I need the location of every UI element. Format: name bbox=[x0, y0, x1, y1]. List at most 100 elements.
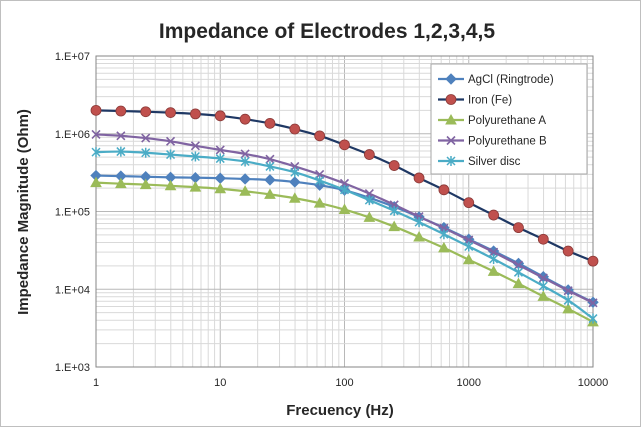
y-tick-label: 1.E+04 bbox=[55, 284, 90, 296]
y-tick-label: 1.E+06 bbox=[55, 129, 90, 141]
data-point bbox=[239, 113, 251, 125]
data-point bbox=[315, 175, 325, 186]
data-point bbox=[489, 247, 499, 257]
y-tick-label: 1.E+03 bbox=[55, 362, 90, 374]
data-point bbox=[314, 130, 326, 142]
data-point bbox=[165, 107, 176, 119]
y-axis-title: Impedance Magnitude (Ohm) bbox=[15, 109, 32, 315]
data-point bbox=[512, 277, 525, 289]
x-tick-label: 10 bbox=[214, 377, 226, 389]
data-point bbox=[164, 179, 177, 191]
data-point bbox=[588, 298, 598, 308]
data-point bbox=[116, 146, 126, 157]
data-point bbox=[339, 184, 350, 195]
data-point bbox=[166, 149, 176, 160]
data-point bbox=[389, 205, 399, 216]
data-point bbox=[165, 136, 176, 146]
data-point bbox=[363, 211, 376, 222]
plot-area-border bbox=[95, 55, 594, 368]
data-point bbox=[265, 154, 275, 164]
series-5 bbox=[91, 146, 598, 324]
data-point bbox=[190, 108, 201, 120]
data-point bbox=[264, 174, 276, 186]
data-point bbox=[264, 117, 276, 129]
data-point bbox=[215, 153, 225, 164]
data-point bbox=[214, 182, 227, 194]
data-point bbox=[562, 245, 574, 257]
legend-label: Iron (Fe) bbox=[468, 95, 512, 107]
legend-label: Polyurethane A bbox=[468, 115, 546, 127]
legend-label: Polyurethane B bbox=[468, 136, 547, 148]
data-point bbox=[140, 106, 152, 118]
data-point bbox=[413, 172, 425, 184]
data-point bbox=[90, 176, 102, 188]
data-point bbox=[563, 295, 573, 306]
data-point bbox=[289, 176, 301, 188]
chart-title: Impedance of Electrodes 1,2,3,4,5 bbox=[159, 20, 495, 43]
data-point bbox=[288, 192, 301, 203]
data-point bbox=[487, 265, 500, 276]
data-point bbox=[562, 302, 575, 314]
legend-marker bbox=[446, 156, 456, 166]
legend-label: Silver disc bbox=[468, 156, 521, 168]
data-point bbox=[239, 185, 251, 196]
data-point bbox=[90, 104, 102, 116]
data-point bbox=[538, 281, 548, 292]
data-point bbox=[587, 255, 599, 267]
data-point bbox=[215, 145, 225, 155]
data-point bbox=[115, 105, 127, 117]
data-point bbox=[116, 131, 126, 141]
data-point bbox=[91, 147, 101, 158]
x-axis-title: Frecuency (Hz) bbox=[286, 402, 394, 419]
x-tick-labels: 1 10 100 1000 10000 bbox=[93, 377, 608, 389]
data-point bbox=[513, 267, 523, 278]
data-point bbox=[462, 253, 475, 265]
data-point bbox=[388, 160, 400, 171]
data-point bbox=[141, 133, 151, 143]
data-point bbox=[141, 147, 151, 158]
legend: AgCl (Ringtrode) Iron (Fe) Polyurethane A P… bbox=[430, 63, 588, 175]
data-point bbox=[438, 241, 450, 253]
data-point bbox=[513, 260, 524, 270]
data-point bbox=[364, 195, 374, 206]
x-tick-label: 100 bbox=[335, 377, 353, 389]
data-point bbox=[189, 181, 202, 192]
series-2 bbox=[90, 104, 599, 267]
data-point bbox=[338, 203, 351, 215]
data-point bbox=[265, 161, 275, 172]
data-point bbox=[488, 209, 500, 221]
data-point bbox=[214, 110, 226, 122]
legend-marker bbox=[445, 113, 457, 125]
data-point bbox=[537, 233, 549, 245]
legend-item-3: Polyurethane A bbox=[438, 113, 546, 127]
legend-item-1: AgCl (Ringtrode) bbox=[438, 73, 554, 86]
x-tick-label: 1 bbox=[93, 377, 99, 389]
legend-marker bbox=[445, 94, 457, 105]
data-point bbox=[339, 178, 350, 188]
y-tick-label: 1.E+07 bbox=[55, 51, 90, 63]
data-point bbox=[239, 173, 251, 185]
data-point bbox=[339, 139, 350, 151]
data-point bbox=[537, 290, 550, 301]
data-point bbox=[538, 273, 548, 283]
data-point bbox=[289, 123, 301, 135]
series-layer bbox=[90, 104, 599, 327]
legend-item-4: Polyurethane B bbox=[438, 136, 547, 148]
data-point bbox=[190, 151, 200, 162]
data-point bbox=[190, 141, 200, 151]
data-point bbox=[439, 229, 449, 240]
legend-marker bbox=[445, 73, 457, 85]
data-point bbox=[139, 178, 152, 190]
data-point bbox=[240, 149, 250, 159]
data-point bbox=[563, 286, 573, 296]
legend-item-2: Iron (Fe) bbox=[438, 94, 512, 107]
legend-label: AgCl (Ringtrode) bbox=[468, 74, 554, 86]
data-point bbox=[438, 184, 450, 196]
data-point bbox=[414, 217, 424, 228]
legend-item-5: Silver disc bbox=[438, 156, 521, 168]
data-point bbox=[290, 167, 300, 178]
data-point bbox=[363, 149, 375, 160]
data-point bbox=[264, 188, 276, 199]
data-point bbox=[463, 197, 475, 209]
